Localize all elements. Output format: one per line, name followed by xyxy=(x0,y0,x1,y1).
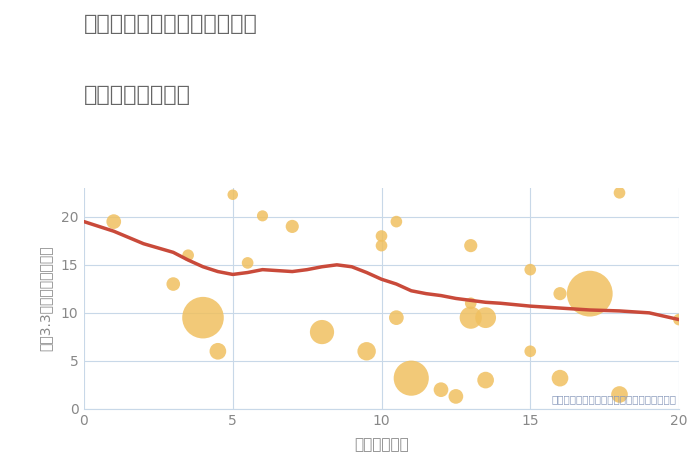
Point xyxy=(197,314,209,321)
Point xyxy=(227,191,238,198)
Point xyxy=(465,314,476,321)
Point xyxy=(287,223,298,230)
Point xyxy=(554,375,566,382)
Point xyxy=(406,375,417,382)
Text: 円の大きさは、取引のあった物件面積を示す: 円の大きさは、取引のあった物件面積を示す xyxy=(551,394,676,404)
Point xyxy=(584,290,595,298)
Text: 駅距離別土地価格: 駅距離別土地価格 xyxy=(84,85,191,105)
Point xyxy=(391,218,402,226)
Point xyxy=(480,376,491,384)
Text: 兵庫県たつの市御津町岩見の: 兵庫県たつの市御津町岩見の xyxy=(84,14,258,34)
Y-axis label: 坪（3.3㎡）単価（万円）: 坪（3.3㎡）単価（万円） xyxy=(38,246,52,351)
Point xyxy=(361,347,372,355)
Point xyxy=(376,232,387,240)
Point xyxy=(480,314,491,321)
Point xyxy=(316,329,328,336)
Point xyxy=(391,314,402,321)
Point xyxy=(435,386,447,393)
Point xyxy=(212,347,223,355)
Point xyxy=(673,316,685,323)
Point xyxy=(183,251,194,259)
Point xyxy=(525,347,536,355)
X-axis label: 駅距離（分）: 駅距離（分） xyxy=(354,437,409,452)
Point xyxy=(376,242,387,250)
Point xyxy=(108,218,119,226)
Point xyxy=(242,259,253,266)
Point xyxy=(614,391,625,398)
Point xyxy=(257,212,268,219)
Point xyxy=(525,266,536,274)
Point xyxy=(450,392,461,400)
Point xyxy=(168,280,179,288)
Point xyxy=(465,299,476,307)
Point xyxy=(554,290,566,298)
Point xyxy=(614,189,625,196)
Point xyxy=(465,242,476,250)
